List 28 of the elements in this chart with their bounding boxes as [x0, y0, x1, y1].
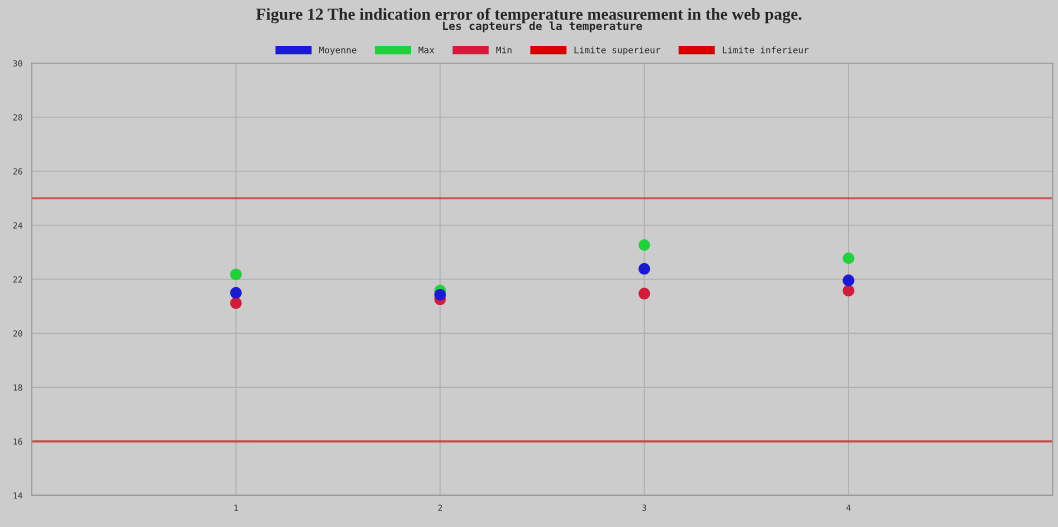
point: [842, 252, 855, 265]
y-tick-label: 18: [13, 384, 23, 391]
point: [638, 287, 651, 300]
y-tick-label: 24: [13, 222, 23, 229]
y-tick-label: 30: [13, 60, 23, 67]
point: [434, 288, 446, 301]
legend-label: Max: [418, 46, 435, 54]
x-tick-label: 1: [234, 504, 238, 511]
y-tick-label: 16: [13, 438, 23, 445]
legend-label: Min: [496, 46, 512, 54]
y-tick-label: 26: [13, 168, 23, 175]
point: [842, 284, 855, 297]
point: [230, 287, 242, 299]
point: [638, 262, 651, 275]
y-tick-label: 20: [13, 330, 23, 337]
point: [638, 239, 651, 251]
legend-label: Moyenne: [319, 46, 357, 56]
legend-label: Limite inferieur: [722, 46, 809, 54]
x-tick-label: 3: [642, 504, 647, 511]
y-tick-label: 14: [13, 492, 23, 499]
point: [842, 274, 855, 287]
y-tick-label: 22: [13, 276, 22, 283]
legend-label: Limite superieur: [574, 46, 661, 56]
point: [230, 268, 242, 281]
y-tick-label: 28: [13, 114, 23, 121]
x-tick-label: 2: [438, 504, 442, 511]
point: [230, 297, 242, 309]
x-tick-label: 4: [846, 504, 851, 511]
